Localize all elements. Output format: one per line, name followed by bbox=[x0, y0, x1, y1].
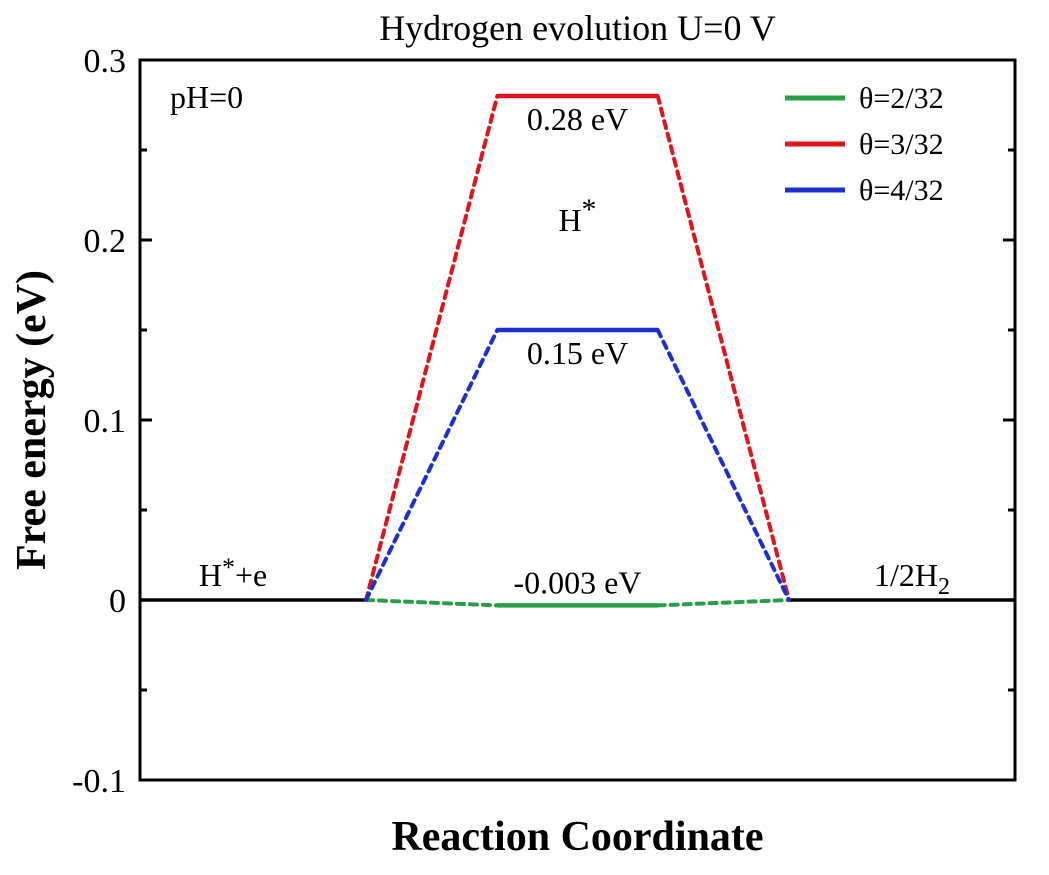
chart-container: Hydrogen evolution U=0 V -0.1 0 0.1 0.2 0.3 Re… bbox=[0, 0, 1049, 875]
ytick-label: 0 bbox=[109, 583, 126, 620]
ph-label: pH=0 bbox=[170, 79, 243, 115]
ytick-label: 0.3 bbox=[84, 43, 127, 80]
series-value-label: 0.28 eV bbox=[527, 101, 628, 137]
ytick-label: 0.2 bbox=[84, 223, 127, 260]
x-axis-label: Reaction Coordinate bbox=[391, 814, 763, 860]
legend-label: θ=3/32 bbox=[859, 128, 944, 161]
series-value-label: 0.15 eV bbox=[527, 335, 628, 371]
chart-title: Hydrogen evolution U=0 V bbox=[379, 8, 776, 48]
series-value-label: -0.003 eV bbox=[514, 564, 642, 600]
legend-label: θ=2/32 bbox=[859, 82, 944, 115]
y-axis-label: Free energy (eV) bbox=[9, 270, 55, 570]
legend-label: θ=4/32 bbox=[859, 174, 944, 207]
ytick-label: -0.1 bbox=[72, 763, 126, 800]
ytick-label: 0.1 bbox=[84, 403, 127, 440]
